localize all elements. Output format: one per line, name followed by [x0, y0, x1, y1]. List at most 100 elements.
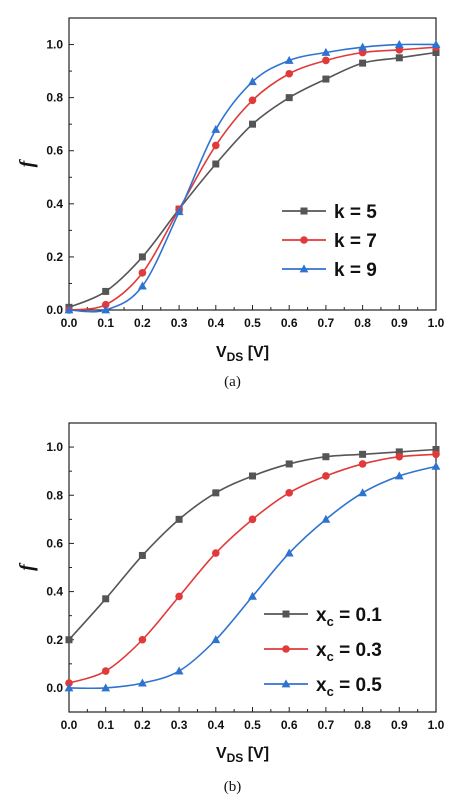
data-point: [174, 207, 184, 216]
data-point: [249, 472, 256, 480]
data-point: [212, 489, 220, 497]
x-axis-label: VDS [V]: [216, 344, 269, 364]
data-point: [65, 679, 73, 687]
data-point: [212, 141, 220, 150]
y-tick-label: 0.8: [46, 91, 63, 105]
data-point: [395, 448, 403, 456]
y-tick-label: 0.2: [46, 250, 63, 264]
data-point: [285, 489, 294, 497]
series-line-1: [68, 51, 437, 309]
x-tick-label: 0.5: [244, 316, 261, 330]
y-tick-label: 0.6: [46, 144, 63, 158]
x-tick-label: 0.1: [97, 316, 114, 330]
data-point: [322, 453, 330, 461]
x-tick-label: 0.7: [318, 718, 335, 732]
data-point: [432, 49, 440, 57]
data-point: [138, 678, 147, 687]
x-tick-label: 0.6: [281, 316, 298, 330]
data-point: [211, 635, 221, 644]
legend-label-main: x: [316, 675, 327, 696]
data-point: [101, 683, 111, 692]
y-tick-label: 0.2: [46, 633, 63, 647]
data-point: [431, 461, 441, 470]
legend-label-main: k = 7: [334, 231, 377, 252]
y-tick-label: 1.0: [46, 38, 63, 52]
legend-label: k = 7: [334, 231, 377, 252]
y-axis-label: f: [16, 562, 38, 571]
legend-label: xc = 0.5: [316, 675, 382, 699]
y-axis-label: f: [16, 158, 38, 167]
data-point: [212, 549, 220, 557]
data-point: [322, 56, 330, 65]
data-point: [138, 253, 146, 261]
x-tick-label: 0.3: [171, 718, 188, 732]
data-point: [394, 39, 404, 48]
data-point: [284, 55, 294, 64]
data-point: [358, 460, 367, 468]
data-point: [138, 635, 147, 644]
legend-label-main: x: [316, 605, 327, 626]
data-point: [101, 305, 111, 314]
data-point: [175, 592, 183, 601]
plot-frame: [68, 17, 437, 311]
data-point: [102, 595, 110, 603]
y-tick-label: 0.4: [46, 585, 63, 599]
series-line-2: [68, 46, 437, 311]
data-point: [322, 472, 330, 480]
data-point: [395, 452, 404, 461]
data-point: [64, 683, 74, 692]
data-point: [358, 488, 367, 497]
data-point: [175, 515, 183, 523]
data-point: [432, 450, 440, 459]
data-point: [64, 305, 74, 314]
x-axis-label-main: V: [216, 344, 227, 361]
x-axis-label-sub: DS: [227, 350, 244, 364]
legend-label-sub: c: [327, 649, 334, 664]
y-tick-label: 0.8: [46, 488, 63, 502]
legend-label-sub: c: [327, 614, 334, 629]
chart-panel-2: 0.0 0.1 0.2 0.3 0.4 0.5 0.6 0.7 0.8 0.9 1.0 0.0 0.2 0…: [16, 422, 445, 795]
y-tick-label: 0.0: [46, 681, 63, 695]
panel-caption: (a): [224, 374, 241, 390]
legend-label: xc = 0.3: [316, 640, 382, 664]
x-tick-label: 1.0: [428, 316, 445, 330]
x-axis-label: VDS [V]: [216, 745, 269, 765]
series-line-3: [68, 43, 437, 313]
legend-label-tail: = 0.1: [334, 605, 382, 626]
data-point: [138, 281, 147, 290]
x-tick-label: 0.8: [354, 718, 371, 732]
y-tick-label: 0.0: [46, 303, 63, 317]
data-point: [395, 54, 403, 62]
legend-swatch-marker: [282, 645, 290, 653]
legend-swatch-marker: [281, 679, 291, 688]
chart-panel-1: 0.0 0.1 0.2 0.3 0.4 0.5 0.6 0.7 0.8 0.9 1.0 0.0 0.2 0…: [16, 17, 445, 390]
data-point: [358, 42, 367, 51]
data-point: [321, 514, 331, 523]
x-tick-label: 0.2: [134, 718, 151, 732]
y-tick-label: 1.0: [46, 440, 63, 454]
x-tick-label: 0.2: [134, 316, 151, 330]
data-point: [359, 59, 367, 67]
data-point: [249, 120, 256, 128]
x-tick-label: 0.8: [354, 316, 371, 330]
x-axis-label-unit: [V]: [243, 745, 269, 762]
data-point: [211, 124, 221, 133]
legend-swatch-marker: [300, 236, 308, 244]
legend-label-tail: = 0.3: [334, 640, 382, 661]
x-axis-label-unit: [V]: [243, 344, 269, 361]
panel-caption: (b): [224, 779, 242, 795]
x-tick-label: 1.0: [428, 718, 445, 732]
data-point: [174, 666, 184, 675]
legend-label-sub: c: [327, 684, 334, 699]
data-point: [431, 39, 441, 48]
data-point: [284, 548, 294, 557]
data-point: [101, 300, 110, 309]
data-point: [321, 47, 331, 56]
data-point: [102, 287, 110, 295]
data-point: [138, 269, 147, 277]
y-tick-label: 0.4: [46, 197, 63, 211]
x-tick-label: 0.9: [391, 718, 408, 732]
data-point: [285, 69, 294, 78]
data-point: [248, 515, 257, 524]
x-tick-label: 0.5: [244, 718, 261, 732]
